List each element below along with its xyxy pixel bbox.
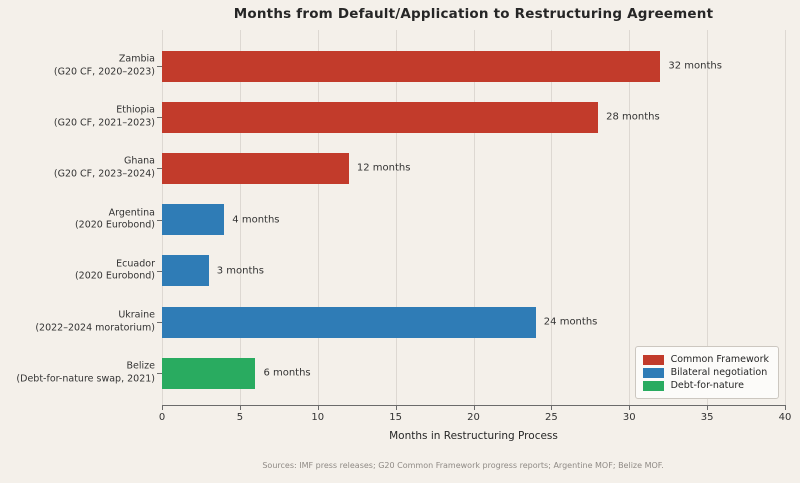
x-tick-30 (629, 406, 631, 410)
gridline-5 (239, 30, 241, 405)
x-axis-line (162, 405, 786, 406)
x-axis-label: Months in Restructuring Process (389, 430, 558, 442)
x-tick-label-30: 30 (622, 412, 636, 423)
legend-item-bilateral-negotiation: Bilateral negotiation (642, 367, 769, 378)
y-label-ecuador: Ecuador (2020 Eurobond) (74, 258, 155, 282)
gridline-15 (395, 30, 397, 405)
gridline-35 (707, 30, 709, 405)
y-tick-belize (157, 373, 162, 375)
gridline-25 (551, 30, 553, 405)
value-label-ecuador: 3 months (216, 265, 264, 277)
plot-area: 32 months 28 months 12 months 4 months 3 mon… (162, 30, 786, 405)
x-tick-label-35: 35 (700, 412, 714, 423)
chart-title: Months from Default/Application to Restr… (233, 6, 714, 22)
bar-zambia (162, 50, 661, 82)
x-tick-40 (785, 406, 786, 410)
legend-swatch-icon (642, 380, 664, 391)
value-label-zambia: 32 months (668, 60, 722, 72)
value-label-ghana: 12 months (356, 162, 411, 174)
bar-belize (162, 357, 256, 389)
x-tick-10 (317, 406, 319, 410)
y-tick-ecuador (157, 270, 162, 272)
legend-label: Bilateral negotiation (670, 367, 768, 378)
x-tick-label-10: 10 (311, 412, 325, 423)
y-tick-ghana (157, 168, 162, 170)
y-label-zambia: Zambia (G20 CF, 2020–2023) (53, 53, 155, 78)
bar-ghana (162, 152, 349, 184)
y-tick-argentina (157, 219, 162, 221)
bar-argentina (162, 204, 225, 236)
x-tick-label-15: 15 (389, 412, 402, 423)
value-label-argentina: 4 months (232, 214, 280, 226)
bar-ecuador (162, 255, 209, 287)
gridline-10 (317, 30, 319, 405)
gridline-30 (629, 30, 631, 405)
bar-ukraine (162, 306, 536, 338)
legend-item-common-framework: Common Framework (642, 354, 769, 365)
bar-ethiopia (162, 101, 599, 133)
legend-swatch-icon (642, 367, 664, 378)
x-tick-label-40: 40 (778, 412, 792, 423)
source-note: Sources: IMF press releases; G20 Common … (262, 461, 664, 470)
y-label-argentina: Argentina (2020 Eurobond) (74, 207, 155, 231)
legend: Common Framework Bilateral negotiation Deb… (634, 346, 779, 399)
y-label-ghana: Ghana (G20 CF, 2023–2024) (53, 155, 155, 180)
x-tick-15 (395, 406, 397, 410)
x-tick-label-0: 0 (158, 412, 166, 423)
legend-label: Common Framework (670, 354, 769, 365)
legend-item-debt-for-nature: Debt-for-nature (642, 380, 769, 391)
x-tick-label-25: 25 (545, 412, 558, 423)
x-tick-20 (473, 406, 475, 410)
y-label-ethiopia: Ethiopia (G20 CF, 2021–2023) (53, 104, 155, 129)
y-tick-zambia (157, 66, 162, 67)
y-label-ukraine: Ukraine (2022–2024 moratorium) (35, 309, 155, 334)
y-tick-ukraine (157, 322, 162, 323)
gridline-40 (785, 30, 786, 405)
x-tick-0 (162, 406, 163, 410)
legend-label: Debt-for-nature (670, 380, 744, 391)
y-tick-ethiopia (157, 117, 162, 119)
legend-swatch-icon (642, 354, 664, 365)
value-label-ukraine: 24 months (543, 316, 598, 328)
gridline-20 (473, 30, 475, 405)
value-label-belize: 6 months (263, 367, 311, 379)
x-tick-label-5: 5 (236, 412, 244, 423)
legend-items: Common Framework Bilateral negotiation Deb… (642, 354, 769, 391)
x-tick-25 (551, 406, 553, 410)
x-tick-label-20: 20 (467, 412, 480, 423)
value-label-ethiopia: 28 months (606, 111, 660, 123)
x-tick-35 (707, 406, 709, 410)
y-label-belize: Belize (Debt-for-nature swap, 2021) (16, 360, 155, 385)
x-tick-5 (239, 406, 241, 410)
